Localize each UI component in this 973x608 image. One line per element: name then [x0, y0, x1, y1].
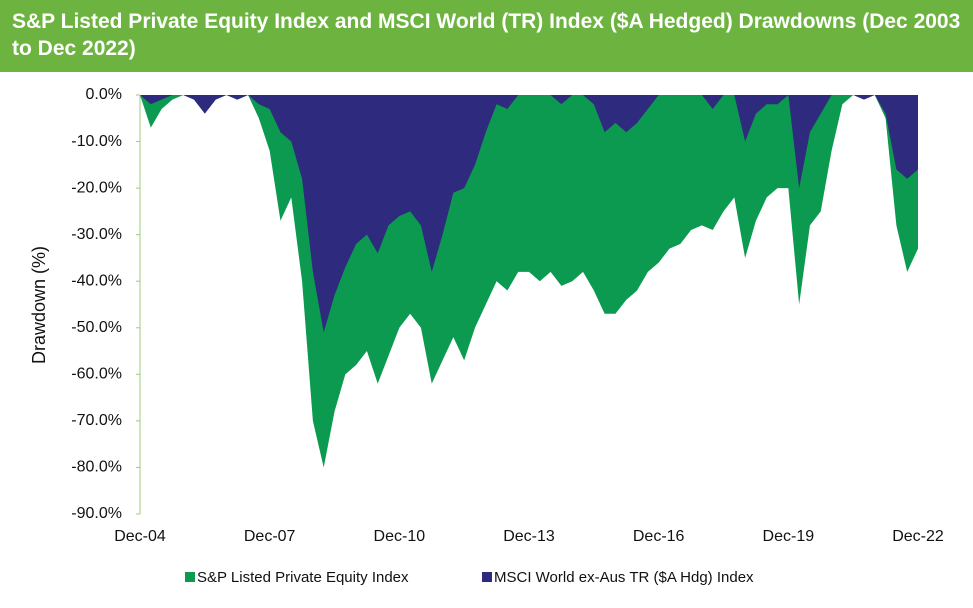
y-axis-label: Drawdown (%): [29, 246, 49, 364]
x-tick-label: Dec-16: [633, 528, 685, 545]
y-tick-label: -70.0%: [71, 412, 122, 429]
legend-swatch: [185, 572, 195, 582]
area: [140, 95, 918, 333]
x-tick-label: Dec-04: [114, 528, 166, 545]
x-tick-label: Dec-07: [244, 528, 296, 545]
y-tick-label: 0.0%: [86, 86, 122, 103]
x-tick-label: Dec-19: [763, 528, 815, 545]
legend-label: S&P Listed Private Equity Index: [197, 569, 409, 586]
x-tick-label: Dec-22: [892, 528, 944, 545]
y-tick-label: -10.0%: [71, 133, 122, 150]
y-tick-label: -20.0%: [71, 179, 122, 196]
y-tick-label: -50.0%: [71, 319, 122, 336]
chart-title: S&P Listed Private Equity Index and MSCI…: [12, 10, 961, 60]
y-tick-label: -40.0%: [71, 272, 122, 289]
y-tick-label: -90.0%: [71, 505, 122, 522]
title-bar: S&P Listed Private Equity Index and MSCI…: [0, 0, 973, 72]
y-tick-label: -80.0%: [71, 459, 122, 476]
legend-swatch: [482, 572, 492, 582]
x-tick-label: Dec-13: [503, 528, 555, 545]
y-tick-label: -30.0%: [71, 226, 122, 243]
x-tick-label: Dec-10: [374, 528, 426, 545]
legend-label: MSCI World ex-Aus TR ($A Hdg) Index: [494, 569, 754, 586]
y-tick-label: -60.0%: [71, 366, 122, 383]
